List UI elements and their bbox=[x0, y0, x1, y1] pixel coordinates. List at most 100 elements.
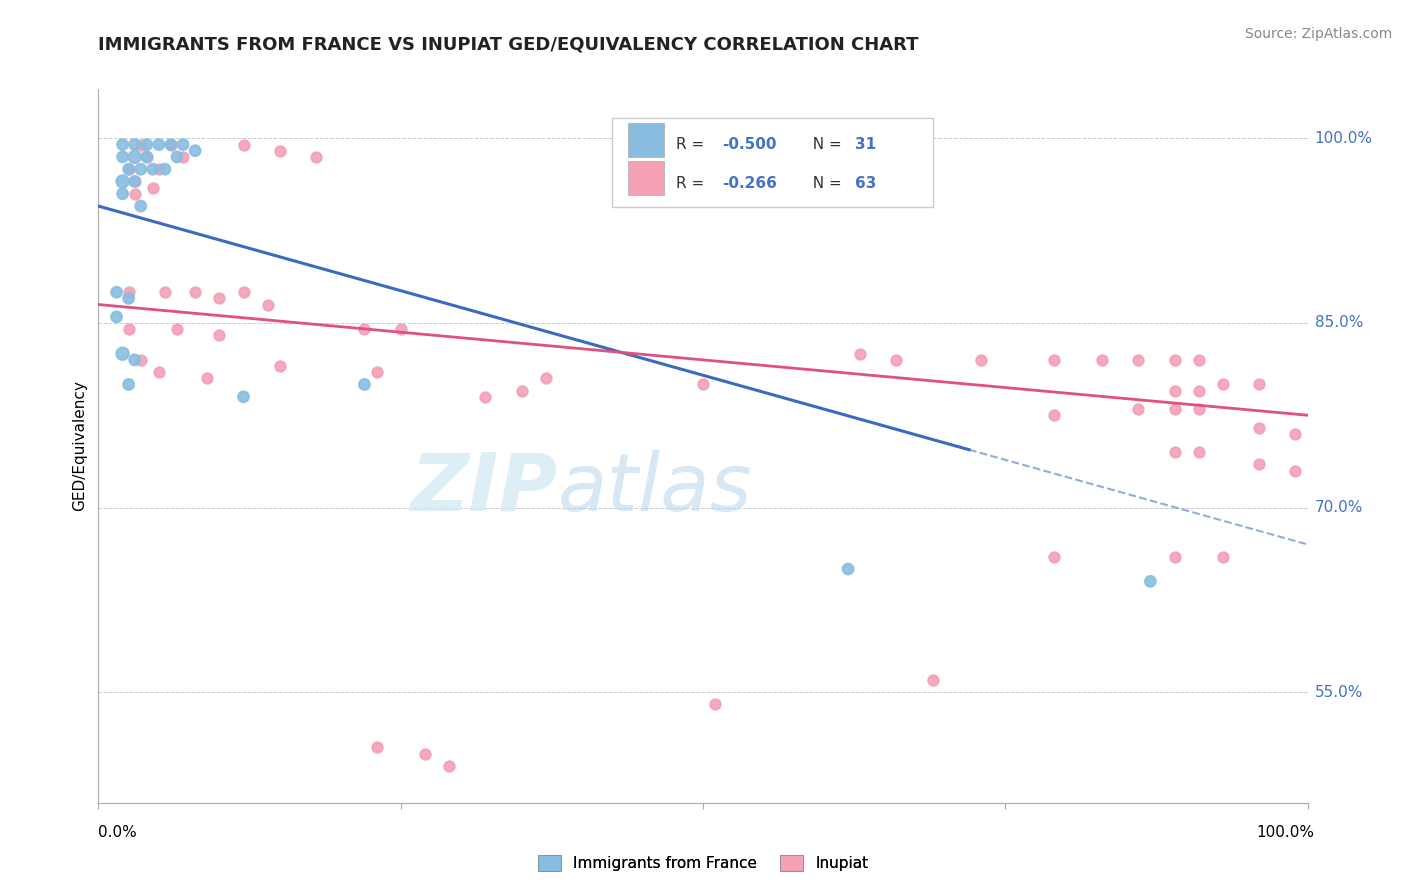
Point bbox=[166, 322, 188, 336]
Point bbox=[124, 352, 146, 367]
Point bbox=[849, 347, 872, 361]
Point bbox=[124, 150, 146, 164]
Point bbox=[148, 365, 170, 379]
Text: R =: R = bbox=[676, 177, 710, 191]
Point bbox=[1042, 352, 1064, 367]
Y-axis label: GED/Equivalency: GED/Equivalency bbox=[72, 381, 87, 511]
Point bbox=[105, 285, 128, 300]
FancyBboxPatch shape bbox=[628, 161, 664, 195]
Point bbox=[1128, 352, 1150, 367]
Point bbox=[1163, 445, 1185, 459]
Point bbox=[111, 347, 134, 361]
Text: 55.0%: 55.0% bbox=[1315, 684, 1362, 699]
Point bbox=[256, 297, 278, 311]
Text: 0.0%: 0.0% bbox=[98, 825, 138, 840]
Text: 70.0%: 70.0% bbox=[1315, 500, 1362, 515]
Text: 31: 31 bbox=[855, 136, 876, 152]
Point bbox=[111, 150, 134, 164]
Text: N =: N = bbox=[803, 136, 846, 152]
Point bbox=[118, 291, 141, 305]
Point bbox=[353, 377, 375, 392]
Point bbox=[124, 174, 146, 188]
Point bbox=[129, 162, 152, 177]
Point bbox=[1163, 549, 1185, 564]
Point bbox=[118, 162, 141, 177]
Point bbox=[474, 390, 496, 404]
Point bbox=[153, 285, 176, 300]
Point bbox=[1249, 458, 1271, 472]
Text: -0.500: -0.500 bbox=[723, 136, 778, 152]
Text: 100.0%: 100.0% bbox=[1315, 131, 1372, 146]
Point bbox=[124, 137, 146, 152]
Point bbox=[269, 144, 291, 158]
Point bbox=[232, 285, 254, 300]
Point bbox=[153, 162, 176, 177]
Point bbox=[118, 322, 141, 336]
Point bbox=[184, 144, 207, 158]
Point bbox=[129, 199, 152, 213]
Point bbox=[692, 377, 714, 392]
Point bbox=[305, 150, 328, 164]
Point bbox=[111, 174, 134, 188]
Point bbox=[921, 673, 943, 687]
Point bbox=[1188, 445, 1211, 459]
Point bbox=[232, 390, 254, 404]
Point bbox=[1249, 420, 1271, 434]
Point bbox=[886, 352, 908, 367]
Text: IMMIGRANTS FROM FRANCE VS INUPIAT GED/EQUIVALENCY CORRELATION CHART: IMMIGRANTS FROM FRANCE VS INUPIAT GED/EQ… bbox=[98, 36, 920, 54]
Point bbox=[160, 137, 183, 152]
Legend: Immigrants from France, Inupiat: Immigrants from France, Inupiat bbox=[531, 849, 875, 877]
Text: 63: 63 bbox=[855, 177, 877, 191]
Point bbox=[208, 328, 231, 343]
Text: atlas: atlas bbox=[558, 450, 752, 528]
Point bbox=[118, 377, 141, 392]
Point bbox=[1042, 549, 1064, 564]
Point bbox=[172, 137, 194, 152]
Point bbox=[437, 759, 460, 773]
Point bbox=[160, 137, 183, 152]
Text: -0.266: -0.266 bbox=[723, 177, 778, 191]
Point bbox=[366, 365, 388, 379]
Point bbox=[1212, 549, 1234, 564]
Point bbox=[1091, 352, 1114, 367]
Point bbox=[142, 180, 165, 194]
Point bbox=[837, 562, 859, 576]
Point bbox=[1163, 352, 1185, 367]
Point bbox=[135, 137, 157, 152]
Point bbox=[142, 162, 165, 177]
Point bbox=[129, 352, 152, 367]
Text: 100.0%: 100.0% bbox=[1257, 825, 1315, 840]
Point bbox=[135, 150, 157, 164]
Point bbox=[1188, 352, 1211, 367]
Point bbox=[1163, 402, 1185, 417]
Point bbox=[510, 384, 533, 398]
Point bbox=[1188, 402, 1211, 417]
Point bbox=[111, 137, 134, 152]
Text: R =: R = bbox=[676, 136, 710, 152]
Text: ZIP: ZIP bbox=[411, 450, 558, 528]
Point bbox=[232, 137, 254, 152]
Point bbox=[111, 186, 134, 201]
FancyBboxPatch shape bbox=[628, 123, 664, 157]
Point bbox=[135, 150, 157, 164]
Point bbox=[1163, 384, 1185, 398]
Point bbox=[970, 352, 993, 367]
Point bbox=[195, 371, 218, 385]
Point bbox=[124, 174, 146, 188]
Point bbox=[534, 371, 557, 385]
Point bbox=[166, 150, 188, 164]
Point bbox=[1249, 377, 1271, 392]
Text: Source: ZipAtlas.com: Source: ZipAtlas.com bbox=[1244, 27, 1392, 41]
Point bbox=[389, 322, 412, 336]
Point bbox=[269, 359, 291, 373]
Point bbox=[1284, 464, 1306, 478]
Point bbox=[148, 137, 170, 152]
Point bbox=[704, 698, 727, 712]
Text: 85.0%: 85.0% bbox=[1315, 316, 1362, 330]
Point bbox=[148, 162, 170, 177]
Point bbox=[1212, 377, 1234, 392]
Point bbox=[1042, 409, 1064, 423]
Text: N =: N = bbox=[803, 177, 846, 191]
Point bbox=[129, 137, 152, 152]
Point bbox=[1188, 384, 1211, 398]
